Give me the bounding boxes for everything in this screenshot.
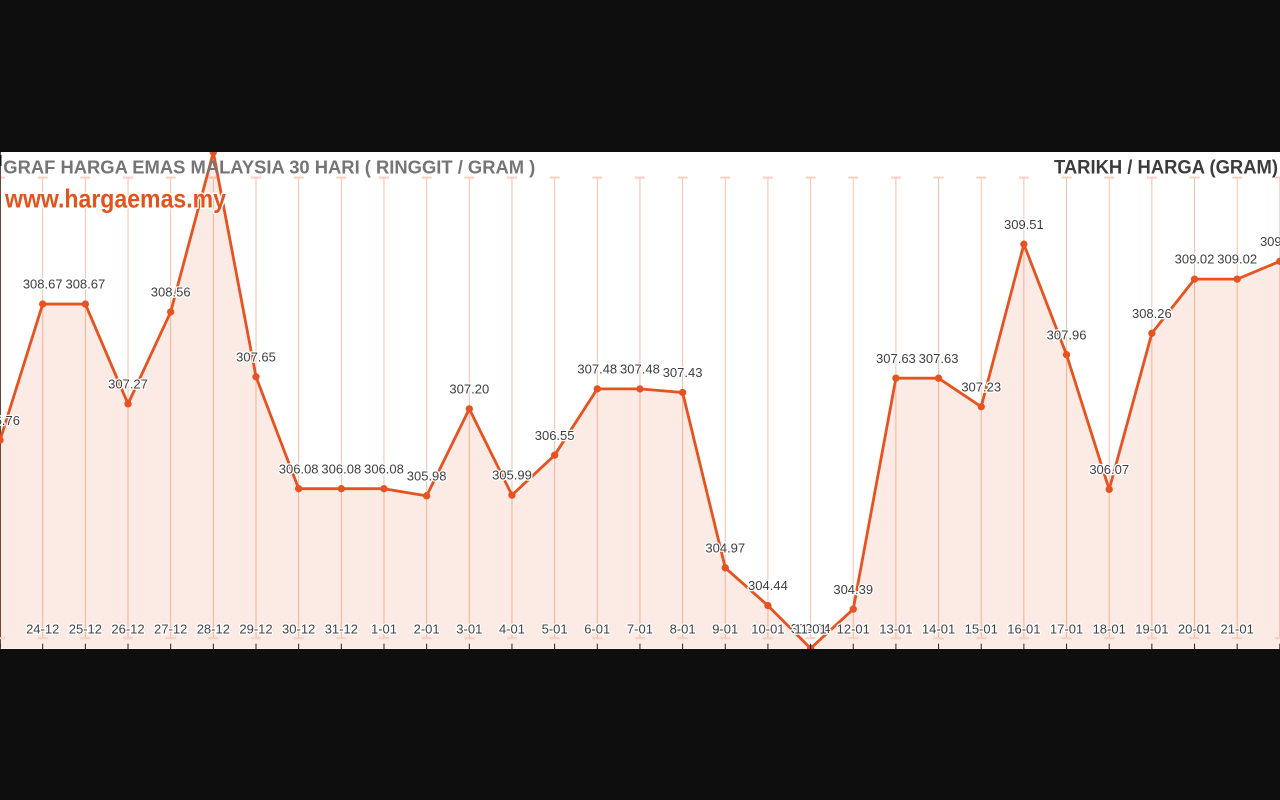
svg-text:9-01: 9-01 <box>712 621 738 636</box>
svg-text:11-01: 11-01 <box>794 621 826 636</box>
svg-text:10-01: 10-01 <box>751 621 784 636</box>
svg-text:4-01: 4-01 <box>499 621 525 636</box>
svg-text:15-01: 15-01 <box>965 621 998 636</box>
svg-text:309.51: 309.51 <box>1004 217 1044 232</box>
svg-text:304.97: 304.97 <box>705 540 745 555</box>
svg-text:306.07: 306.07 <box>1089 462 1129 477</box>
svg-text:309.27: 309.27 <box>1260 234 1280 249</box>
svg-text:307.65: 307.65 <box>236 349 276 364</box>
svg-text:309.02: 309.02 <box>1175 252 1215 267</box>
svg-text:306.55: 306.55 <box>535 428 575 443</box>
svg-text:18-01: 18-01 <box>1093 621 1126 636</box>
svg-text:309.02: 309.02 <box>1217 252 1257 267</box>
svg-text:306.08: 306.08 <box>279 461 319 476</box>
svg-text:2-01: 2-01 <box>414 621 440 636</box>
svg-text:307.63: 307.63 <box>876 351 916 366</box>
svg-text:31-12: 31-12 <box>325 621 358 636</box>
svg-text:27-12: 27-12 <box>154 621 187 636</box>
svg-text:307.43: 307.43 <box>663 365 703 380</box>
svg-text:6-01: 6-01 <box>584 621 610 636</box>
svg-text:24-12: 24-12 <box>26 621 59 636</box>
svg-text:17-01: 17-01 <box>1050 621 1083 636</box>
svg-text:307.48: 307.48 <box>620 362 660 377</box>
svg-text:304.39: 304.39 <box>833 582 873 597</box>
svg-text:308.56: 308.56 <box>151 285 191 300</box>
svg-text:13-01: 13-01 <box>879 621 912 636</box>
svg-text:14-01: 14-01 <box>922 621 955 636</box>
svg-text:www.hargaemas.my: www.hargaemas.my <box>4 184 226 214</box>
svg-text:7-01: 7-01 <box>627 621 653 636</box>
svg-text:303.84: 303.84 <box>791 621 831 636</box>
svg-text:16-01: 16-01 <box>1007 621 1040 636</box>
svg-text:3-01: 3-01 <box>456 621 482 636</box>
svg-text:GRAF HARGA EMAS MALAYSIA 30 HA: GRAF HARGA EMAS MALAYSIA 30 HARI ( RINGG… <box>3 157 535 178</box>
svg-text:TARIKH / HARGA (GRAM): TARIKH / HARGA (GRAM) <box>1054 158 1278 179</box>
svg-text:26-12: 26-12 <box>111 621 144 636</box>
svg-text:308.67: 308.67 <box>65 277 105 292</box>
svg-text:5-01: 5-01 <box>542 621 568 636</box>
svg-text:21-01: 21-01 <box>1221 621 1254 636</box>
svg-text:305.98: 305.98 <box>407 468 447 483</box>
svg-text:19-01: 19-01 <box>1135 621 1168 636</box>
svg-text:28-12: 28-12 <box>197 621 230 636</box>
svg-text:12-01: 12-01 <box>837 621 870 636</box>
svg-text:20-01: 20-01 <box>1178 621 1211 636</box>
svg-text:307.48: 307.48 <box>577 362 617 377</box>
svg-text:308.26: 308.26 <box>1132 306 1172 321</box>
svg-text:8-01: 8-01 <box>670 621 696 636</box>
svg-text:306.08: 306.08 <box>321 461 361 476</box>
svg-text:307.23: 307.23 <box>961 379 1001 394</box>
svg-text:307.20: 307.20 <box>449 382 489 397</box>
svg-text:29-12: 29-12 <box>239 621 272 636</box>
svg-text:308.67: 308.67 <box>23 277 63 292</box>
svg-text:30-12: 30-12 <box>282 621 315 636</box>
svg-text:305.99: 305.99 <box>492 468 532 483</box>
svg-text:306.08: 306.08 <box>364 461 404 476</box>
svg-text:25-12: 25-12 <box>69 621 102 636</box>
svg-text:306.76: 306.76 <box>0 413 20 428</box>
svg-text:1-01: 1-01 <box>371 621 397 636</box>
svg-text:307.96: 307.96 <box>1047 327 1087 342</box>
svg-text:307.27: 307.27 <box>108 377 148 392</box>
svg-text:304.44: 304.44 <box>748 578 788 593</box>
svg-text:307.63: 307.63 <box>919 351 959 366</box>
